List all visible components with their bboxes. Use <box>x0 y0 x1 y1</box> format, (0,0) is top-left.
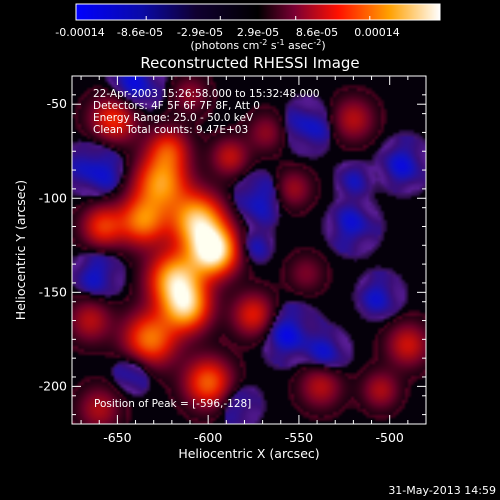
y-tick-label: -50 <box>47 96 67 111</box>
annotation-counts: Clean Total counts: 9.47E+03 <box>93 124 248 136</box>
colorbar-tick-label: -2.9e-05 <box>177 26 223 39</box>
axis-ticks: -650 -600 -550 -500 -50 -100 -150 -200 <box>39 76 427 445</box>
colorbar <box>75 3 441 21</box>
plot-frame <box>71 75 427 425</box>
y-tick-label: -150 <box>39 284 67 299</box>
annotation-block: 22-Apr-2003 15:26:58.000 to 15:32:48.000… <box>93 88 320 136</box>
colorbar-tick-label: -0.00014 <box>55 26 104 39</box>
y-tick-label: -200 <box>39 378 67 393</box>
colorbar-ticks: -0.00014 -8.6e-05 -2.9e-05 2.9e-05 8.6e-05 0.… <box>55 16 441 39</box>
colorbar-tick-label: -8.6e-05 <box>117 26 163 39</box>
annotation-energy: Energy Range: 25.0 - 50.0 keV <box>93 112 254 124</box>
x-tick-label: -650 <box>103 430 131 445</box>
x-axis-label: Heliocentric X (arcsec) <box>178 446 319 461</box>
heatmap-image <box>72 76 426 424</box>
colorbar-tick-label: 0.00014 <box>354 26 400 39</box>
footer-date: 31-May-2013 14:59 <box>388 484 496 497</box>
annotation-detectors: Detectors: 4F 5F 6F 7F 8F, Att 0 <box>93 100 260 112</box>
colorbar-tick-label: 2.9e-05 <box>237 26 279 39</box>
chart-title: Reconstructed RHESSI Image <box>140 54 359 72</box>
colorbar-tick-label: 8.6e-05 <box>296 26 338 39</box>
x-tick-label: -600 <box>194 430 222 445</box>
colorbar-unit-label: (photons cm-2 s-1 asec-2) <box>190 38 325 52</box>
annotation-time: 22-Apr-2003 15:26:58.000 to 15:32:48.000 <box>93 88 320 100</box>
y-axis-label: Heliocentric Y (arcsec) <box>13 180 28 320</box>
peak-position-label: Position of Peak = [-596,-128] <box>94 398 251 410</box>
x-tick-label: -500 <box>376 430 404 445</box>
y-tick-label: -100 <box>39 190 67 205</box>
x-tick-label: -550 <box>285 430 313 445</box>
